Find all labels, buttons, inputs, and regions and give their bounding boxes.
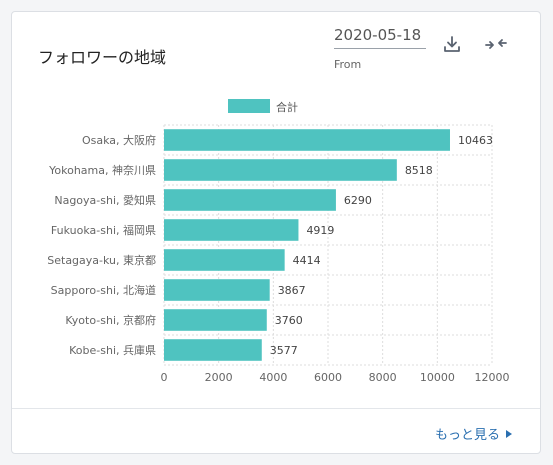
category-label: Osaka, 大阪府 [82,133,156,147]
bar [164,129,450,151]
bar [164,339,262,361]
legend-label: 合計 [276,100,298,114]
data-label: 3577 [270,344,298,357]
download-icon[interactable] [440,32,464,56]
data-label: 8518 [405,164,433,177]
see-more-label: もっと見る [434,428,500,443]
date-value[interactable]: 2020-05-18 [334,26,426,49]
x-tick-label: 0 [161,371,168,384]
category-label: Nagoya-shi, 愛知県 [54,193,156,207]
legend-swatch [228,99,270,113]
bar [164,159,397,181]
data-label: 3867 [278,284,306,297]
category-label: Yokohama, 神奈川県 [48,163,156,177]
category-label: Fukuoka-shi, 福岡県 [51,223,156,237]
x-tick-label: 10000 [420,371,455,384]
x-tick-label: 4000 [259,371,287,384]
bar [164,219,299,241]
bar [164,189,336,211]
card-footer: もっと見る [12,408,540,455]
data-label: 4414 [293,254,321,267]
see-more-link[interactable]: もっと見る [435,424,512,443]
data-label: 6290 [344,194,372,207]
x-tick-label: 2000 [205,371,233,384]
x-tick-label: 8000 [369,371,397,384]
bar [164,309,267,331]
card-title: フォロワーの地域 [38,48,167,67]
x-tick-label: 12000 [475,371,510,384]
followers-region-card: フォロワーの地域 2020-05-18 From 0 2000 4000 6000 80… [11,11,541,454]
data-label: 3760 [275,314,303,327]
category-label: Kobe-shi, 兵庫県 [69,343,156,357]
bar-chart: 0 2000 4000 6000 8000 10000 12000 合計 Osaka, 大阪府 1… [47,99,510,384]
date-label: From [334,58,362,71]
category-label: Setagaya-ku, 東京都 [47,253,156,267]
date-picker[interactable]: 2020-05-18 [334,26,426,49]
compress-arrows-icon[interactable] [484,32,508,56]
category-label: Sapporo-shi, 北海道 [51,283,156,297]
x-tick-label: 6000 [314,371,342,384]
category-label: Kyoto-shi, 京都府 [65,313,156,327]
bar [164,279,270,301]
bar [164,249,285,271]
triangle-right-icon [506,429,512,438]
data-label: 10463 [458,134,493,147]
data-label: 4919 [306,224,334,237]
